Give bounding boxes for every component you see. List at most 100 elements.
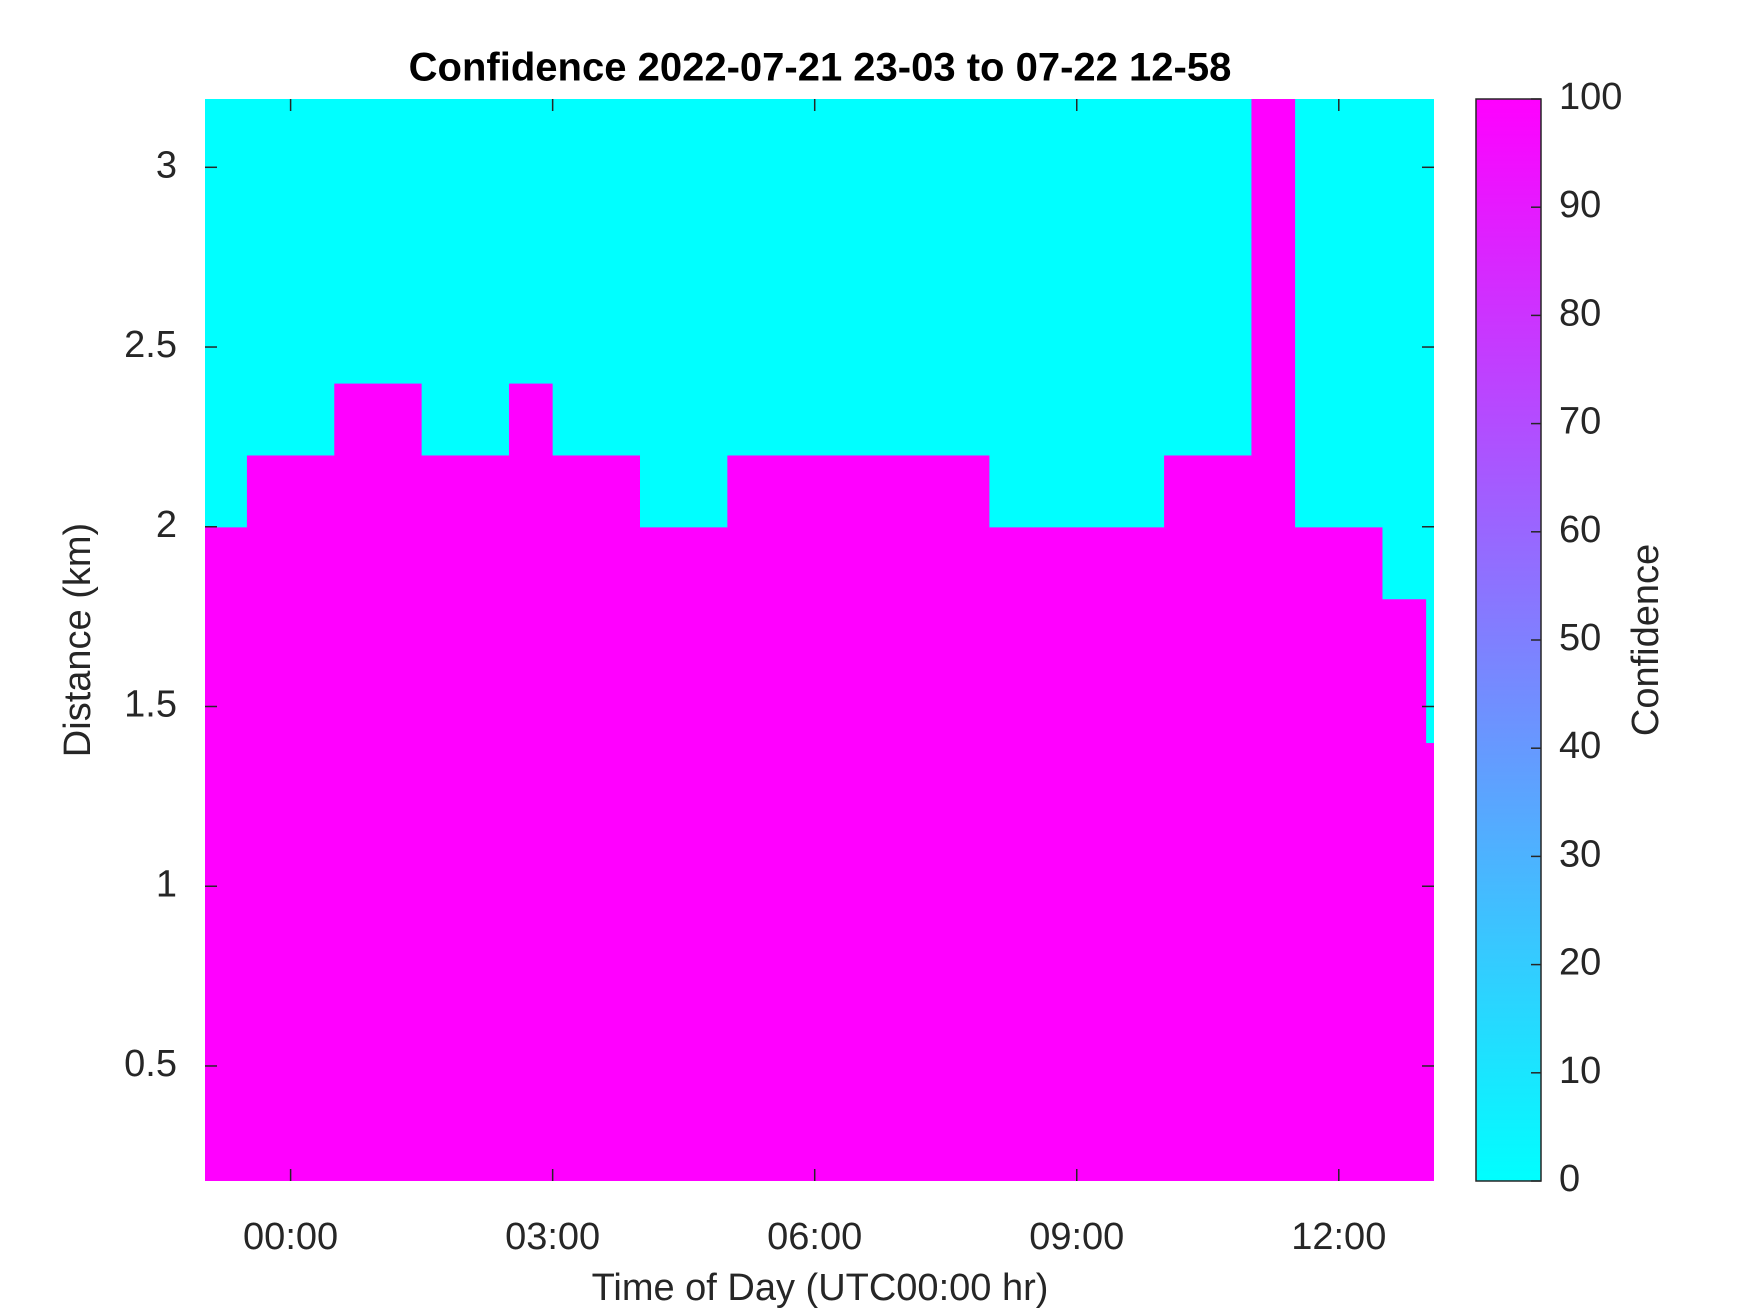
- heat-cell: [727, 670, 772, 744]
- heat-cell: [1426, 958, 1434, 1031]
- heat-cell: [1033, 958, 1078, 1031]
- heat-cell: [1033, 382, 1078, 456]
- colorbar-tick-label: 40: [1559, 725, 1601, 767]
- heat-cell: [727, 382, 772, 456]
- heat-cell: [683, 167, 728, 240]
- heat-cell: [465, 99, 510, 168]
- heat-cell: [421, 99, 466, 168]
- heat-cell: [1382, 670, 1427, 744]
- heat-cell: [1033, 742, 1078, 815]
- heat-cell: [377, 814, 423, 887]
- heat-cell: [465, 886, 510, 959]
- heat-cell: [465, 526, 510, 600]
- heat-cell: [858, 526, 903, 600]
- heat-cell: [727, 1030, 772, 1103]
- heat-cell: [989, 167, 1034, 240]
- heat-cell: [945, 1030, 990, 1103]
- heat-cell: [465, 742, 510, 815]
- heat-cell: [552, 454, 597, 528]
- heat-cell: [945, 814, 990, 887]
- heat-cell: [377, 311, 423, 384]
- heat-cell: [290, 814, 335, 887]
- heat-cell: [1295, 598, 1340, 672]
- heat-cell: [727, 526, 772, 600]
- heat-cell: [683, 239, 728, 312]
- heat-cell: [377, 167, 423, 240]
- heat-cell: [683, 742, 728, 815]
- heat-cell: [639, 742, 685, 815]
- heat-cell: [1076, 670, 1122, 744]
- heat-cell: [1164, 1101, 1209, 1181]
- colorbar-tick-label: 70: [1559, 401, 1601, 443]
- heat-cell: [989, 1030, 1034, 1103]
- heat-cell: [552, 99, 597, 168]
- heat-cell: [508, 167, 554, 240]
- heat-cell: [596, 382, 641, 456]
- heat-cell: [377, 742, 423, 815]
- heat-cell: [205, 382, 248, 456]
- heat-cell: [639, 814, 685, 887]
- heat-cell: [421, 886, 466, 959]
- heat-cell: [1120, 742, 1165, 815]
- heat-cell: [727, 886, 772, 959]
- colorbar-label: Confidence: [1625, 544, 1667, 736]
- heat-cell: [989, 1101, 1034, 1181]
- heat-cell: [246, 454, 292, 528]
- heat-cell: [1076, 99, 1122, 168]
- heat-cell: [1295, 814, 1340, 887]
- heat-cell: [1207, 814, 1253, 887]
- heat-cell: [465, 311, 510, 384]
- heat-cell: [902, 382, 947, 456]
- heat-cell: [902, 99, 947, 168]
- heat-cell: [1033, 1101, 1078, 1181]
- heat-cell: [683, 382, 728, 456]
- heat-cell: [1120, 1030, 1165, 1103]
- heat-cell: [421, 239, 466, 312]
- heat-cell: [771, 886, 816, 959]
- heat-cell: [377, 958, 423, 1031]
- heat-cell: [1382, 99, 1427, 168]
- heat-cell: [246, 311, 292, 384]
- heat-cell: [205, 99, 248, 168]
- heat-cell: [334, 598, 379, 672]
- heat-cell: [421, 814, 466, 887]
- heat-cell: [989, 886, 1034, 959]
- x-tick-label: 09:00: [1029, 1216, 1124, 1258]
- x-tick-label: 00:00: [243, 1216, 338, 1258]
- heat-cell: [246, 526, 292, 600]
- heat-cell: [1426, 167, 1434, 240]
- heat-cell: [552, 526, 597, 600]
- heat-cell: [989, 958, 1034, 1031]
- heat-cell: [771, 382, 816, 456]
- heat-cell: [246, 99, 292, 168]
- heat-cell: [205, 598, 248, 672]
- heat-cell: [1120, 526, 1165, 600]
- heat-cell: [1338, 1101, 1384, 1181]
- heat-cell: [377, 382, 423, 456]
- heat-cell: [639, 99, 685, 168]
- heat-cell: [205, 454, 248, 528]
- heat-cell: [771, 814, 816, 887]
- heat-cell: [683, 598, 728, 672]
- heat-cell: [1338, 526, 1384, 600]
- heat-cell: [1120, 958, 1165, 1031]
- heat-cell: [508, 1101, 554, 1181]
- heat-cell: [814, 1101, 859, 1181]
- heat-cell: [552, 239, 597, 312]
- heat-cell: [1076, 1030, 1122, 1103]
- heat-cell: [1076, 382, 1122, 456]
- heat-cell: [1382, 1101, 1427, 1181]
- heat-cell: [377, 670, 423, 744]
- heat-cell: [1120, 1101, 1165, 1181]
- heat-cell: [1120, 99, 1165, 168]
- heat-cell: [1295, 526, 1340, 600]
- heat-cell: [1251, 958, 1296, 1031]
- heat-cell: [290, 670, 335, 744]
- heat-cell: [858, 167, 903, 240]
- heat-cell: [639, 382, 685, 456]
- heat-cell: [508, 958, 554, 1031]
- heat-cell: [465, 1101, 510, 1181]
- heat-cell: [1338, 382, 1384, 456]
- heat-cell: [1033, 814, 1078, 887]
- heat-cell: [290, 742, 335, 815]
